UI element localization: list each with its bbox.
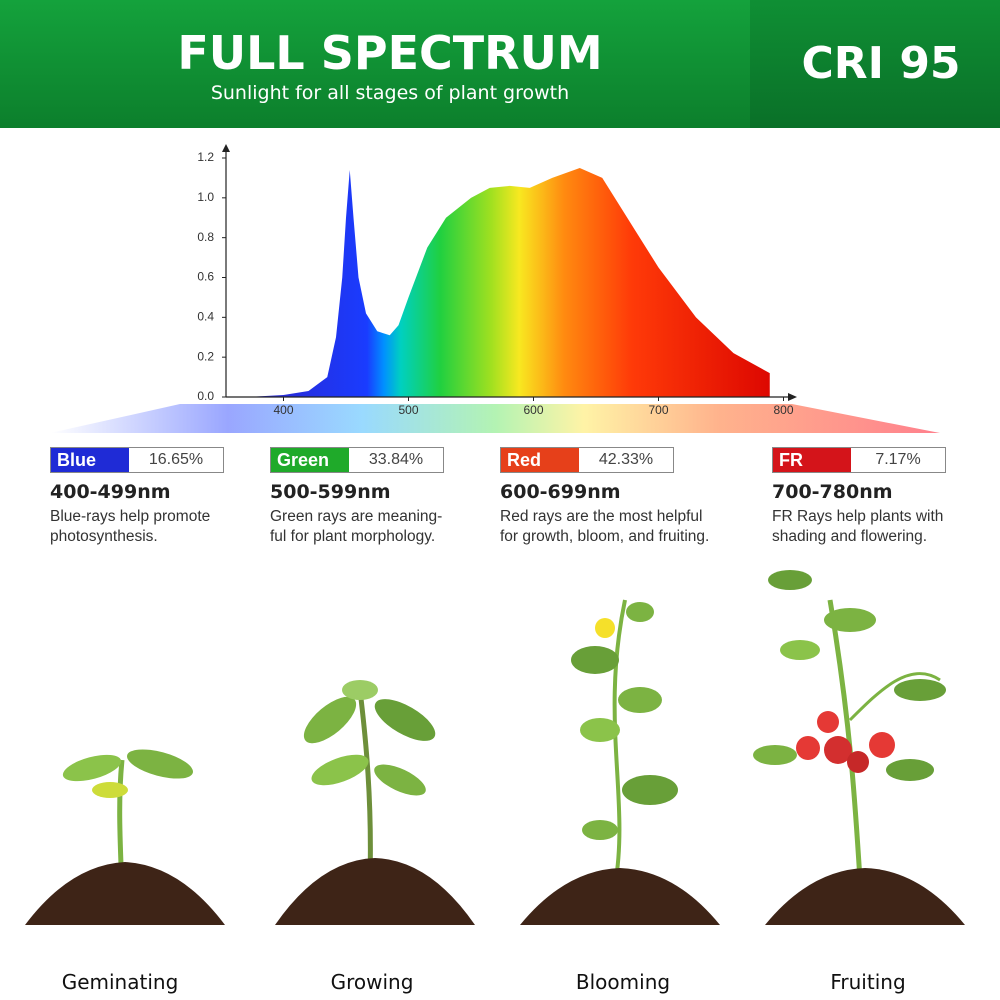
band-tag: Green 33.84%	[270, 447, 444, 473]
y-tick-label: 1.0	[197, 190, 214, 204]
band-share: 16.65%	[148, 451, 204, 468]
plant-growing	[275, 680, 475, 925]
band-range: 500-599nm	[270, 481, 391, 503]
y-tick-label: 0.8	[197, 230, 214, 244]
band-range: 700-780nm	[772, 481, 893, 503]
description-line: Red rays are the most helpful	[500, 508, 703, 525]
badge-background	[750, 0, 1000, 128]
x-tick-label: 500	[398, 403, 418, 417]
description-line: shading and flowering.	[772, 528, 928, 545]
band-tag: Red 42.33%	[500, 447, 674, 473]
band-name: Red	[501, 448, 579, 472]
description-line: for growth, bloom, and fruiting.	[500, 528, 710, 545]
description-line: FR Rays help plants with	[772, 508, 944, 525]
band-name: Blue	[51, 448, 129, 472]
x-tick-label: 600	[523, 403, 543, 417]
band-tag: FR 7.17%	[772, 447, 946, 473]
plant-sprout	[25, 749, 225, 925]
description-line: Green rays are meaning-	[270, 508, 443, 525]
band-name: FR	[773, 448, 851, 472]
stage-label: Blooming	[575, 970, 671, 994]
subtitle: Sunlight for all stages of plant growth	[210, 82, 570, 104]
stage-label: Fruiting	[830, 970, 906, 994]
badge: CRI 95	[801, 38, 961, 89]
band-name: Green	[271, 448, 349, 472]
stage-label: Geminating	[61, 970, 179, 994]
band-range: 400-499nm	[50, 481, 171, 503]
x-tick-label: 700	[648, 403, 668, 417]
band-description: Red rays are the most helpful for growth,…	[500, 507, 709, 547]
band-range: 600-699nm	[500, 481, 621, 503]
x-tick-label: 800	[773, 403, 793, 417]
description-line: ful for plant morphology.	[270, 528, 436, 545]
band: Green 33.84% 500-599nm Green rays are meani…	[270, 447, 444, 547]
band-description: FR Rays help plants with shading and flow…	[772, 507, 946, 547]
x-axis-arrow	[788, 393, 797, 401]
band: Red 42.33% 600-699nm Red rays are the most …	[500, 447, 709, 547]
spectrum-wedge	[50, 404, 940, 433]
band: FR 7.17% 700-780nm FR Rays help plants with…	[772, 447, 946, 547]
title: FULL SPECTRUM	[177, 26, 603, 80]
y-tick-label: 0.0	[197, 389, 214, 403]
band-description: Green rays are meaning-ful for plant mor…	[270, 507, 444, 547]
spectrum-area	[246, 167, 770, 397]
y-tick-label: 0.2	[197, 349, 214, 363]
band-tag: Blue 16.65%	[50, 447, 224, 473]
band-description: Blue-rays help promote photosynthesis.	[50, 507, 224, 547]
plant-fruiting	[753, 570, 965, 925]
x-tick-label: 400	[273, 403, 293, 417]
plants	[25, 570, 965, 925]
y-tick-label: 0.4	[197, 310, 214, 324]
y-tick-label: 1.2	[197, 150, 214, 164]
y-axis-arrow	[222, 144, 230, 152]
stage-label: Growing	[330, 970, 414, 994]
band-share: 7.17%	[875, 451, 921, 468]
y-tick-label: 0.6	[197, 270, 214, 284]
band-share: 42.33%	[598, 451, 654, 468]
plant-blooming	[520, 599, 720, 925]
description-line: photosynthesis.	[50, 528, 158, 545]
band-share: 33.84%	[368, 451, 424, 468]
band: Blue 16.65% 400-499nm Blue-rays help promot…	[50, 447, 224, 547]
description-line: Blue-rays help promote	[50, 508, 211, 525]
